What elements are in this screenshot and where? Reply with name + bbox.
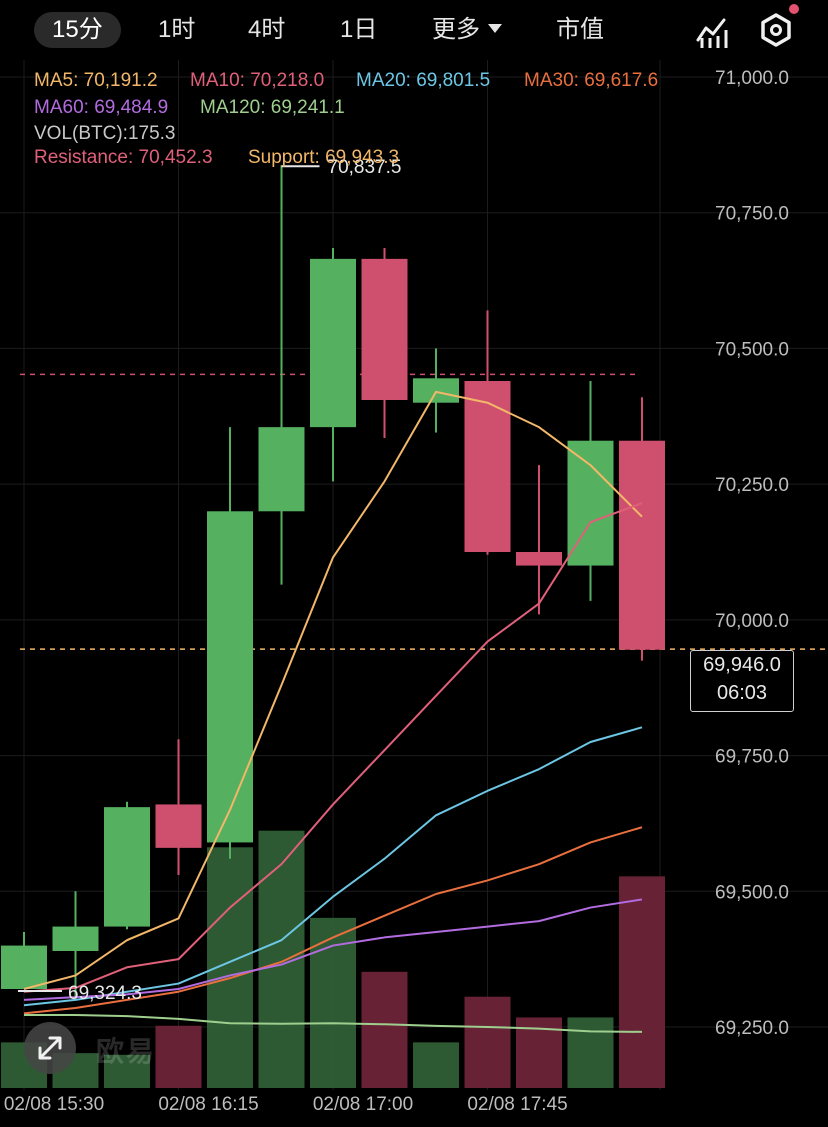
candle-body xyxy=(361,258,408,400)
ma20-line xyxy=(23,726,643,1007)
ma10-line xyxy=(23,502,643,993)
y-tick-label: 70,250.0 xyxy=(715,475,789,496)
candle-body xyxy=(464,381,511,552)
chart-line-icon[interactable] xyxy=(692,10,732,50)
candle-body xyxy=(1,945,47,989)
expand-button[interactable] xyxy=(24,1022,76,1074)
current-price: 69,946.0 xyxy=(703,654,781,676)
candle-body xyxy=(52,926,99,951)
candle-body xyxy=(310,258,356,428)
y-tick-label: 69,750.0 xyxy=(715,747,789,768)
ma5-line xyxy=(23,390,643,990)
tab-market-cap[interactable]: 市值 xyxy=(556,16,604,43)
volume-bar xyxy=(464,996,511,1088)
y-tick-label: 70,500.0 xyxy=(715,339,789,360)
ma30-line xyxy=(23,826,643,1015)
resistance-label: Resistance: 70,452.3 xyxy=(34,147,213,168)
candle-body xyxy=(413,378,459,403)
chevron-down-icon xyxy=(488,24,502,34)
volume-bar xyxy=(104,1054,150,1088)
volume-label: VOL(BTC):175.3 xyxy=(34,123,176,144)
candle-body xyxy=(104,807,150,927)
y-tick-label: 69,250.0 xyxy=(715,1018,789,1039)
volume-bar xyxy=(567,1017,614,1088)
ma60-label: MA60: 69,484.9 xyxy=(34,97,169,118)
x-tick-label: 02/08 17:00 xyxy=(313,1094,413,1115)
candle-body xyxy=(155,804,202,848)
y-tick-label: 71,000.0 xyxy=(715,68,789,89)
ma10-label: MA10: 70,218.0 xyxy=(190,70,325,91)
candle-body xyxy=(207,511,253,843)
volume-bar xyxy=(413,1042,459,1088)
y-tick-label: 70,000.0 xyxy=(715,611,789,632)
hexagon-settings-icon[interactable] xyxy=(756,4,799,50)
x-tick-label: 02/08 16:15 xyxy=(158,1094,258,1115)
support-label: Support: 69,943.3 xyxy=(248,147,400,168)
candle-body xyxy=(619,440,665,650)
volume-bar xyxy=(155,1025,202,1088)
current-price-label: 69,946.0 06:03 xyxy=(690,650,794,712)
ma5-label: MA5: 70,191.2 xyxy=(34,70,158,91)
y-tick-label: 70,750.0 xyxy=(715,204,789,225)
watermark: 欧易 xyxy=(96,1036,157,1067)
ma120-line xyxy=(24,1014,643,1033)
high-label: 70,837.5 xyxy=(328,157,402,178)
ma60-line xyxy=(23,898,643,1001)
tab-4h[interactable]: 4时 xyxy=(248,16,286,43)
tab-15m[interactable]: 15分 xyxy=(34,12,121,48)
tab-1h[interactable]: 1时 xyxy=(158,16,196,43)
timeframe-bar: 15分 1时 4时 1日 更多 市值 xyxy=(0,0,828,56)
tab-more[interactable]: 更多 xyxy=(432,12,502,48)
x-tick-label: 02/08 15:30 xyxy=(4,1094,104,1115)
x-tick-label: 02/08 17:45 xyxy=(467,1094,567,1115)
tab-more-label: 更多 xyxy=(432,16,480,43)
notification-dot xyxy=(789,4,799,14)
ma30-label: MA30: 69,617.6 xyxy=(524,70,659,91)
candle-body xyxy=(258,427,305,512)
volume-bar xyxy=(619,876,665,1088)
expand-icon xyxy=(38,1036,62,1060)
candle-body xyxy=(516,552,562,566)
candle-countdown: 06:03 xyxy=(716,682,768,704)
ma20-label: MA20: 69,801.5 xyxy=(356,70,491,91)
volume-bar xyxy=(361,971,408,1088)
low-label: 69,324.3 xyxy=(68,983,142,1004)
tab-1d[interactable]: 1日 xyxy=(340,16,378,43)
y-tick-label: 69,500.0 xyxy=(715,882,789,903)
ma120-label: MA120: 69,241.1 xyxy=(200,97,345,118)
